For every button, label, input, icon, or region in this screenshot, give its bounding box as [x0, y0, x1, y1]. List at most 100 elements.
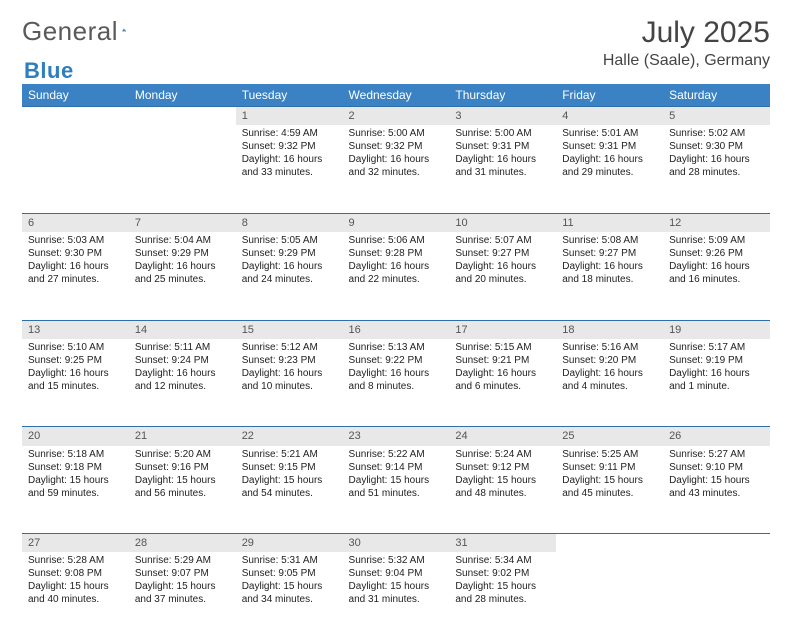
day-body: Sunrise: 5:22 AMSunset: 9:14 PMDaylight:…	[343, 446, 450, 506]
sunset: Sunset: 9:10 PM	[669, 461, 764, 474]
sunrise: Sunrise: 4:59 AM	[242, 127, 337, 140]
calendar-table: SundayMondayTuesdayWednesdayThursdayFrid…	[22, 84, 770, 640]
sunset: Sunset: 9:18 PM	[28, 461, 123, 474]
day-cell: Sunrise: 5:22 AMSunset: 9:14 PMDaylight:…	[343, 446, 450, 534]
sunset: Sunset: 9:19 PM	[669, 354, 764, 367]
day-number: 18	[556, 321, 663, 339]
day-number: 25	[556, 427, 663, 445]
sunset: Sunset: 9:32 PM	[242, 140, 337, 153]
sunset: Sunset: 9:24 PM	[135, 354, 230, 367]
weekday-header: Thursday	[449, 84, 556, 107]
sunrise: Sunrise: 5:07 AM	[455, 234, 550, 247]
sunset: Sunset: 9:23 PM	[242, 354, 337, 367]
day-number-cell: 12	[663, 213, 770, 232]
day-number: 27	[22, 534, 129, 552]
day-cell: Sunrise: 5:32 AMSunset: 9:04 PMDaylight:…	[343, 552, 450, 640]
day-body: Sunrise: 5:06 AMSunset: 9:28 PMDaylight:…	[343, 232, 450, 292]
day-body: Sunrise: 5:34 AMSunset: 9:02 PMDaylight:…	[449, 552, 556, 612]
day-number-cell: 13	[22, 320, 129, 339]
day-number-cell: 27	[22, 534, 129, 553]
day-body: Sunrise: 5:03 AMSunset: 9:30 PMDaylight:…	[22, 232, 129, 292]
day-cell: Sunrise: 5:29 AMSunset: 9:07 PMDaylight:…	[129, 552, 236, 640]
sunrise: Sunrise: 5:15 AM	[455, 341, 550, 354]
day-number-cell: 16	[343, 320, 450, 339]
day-cell: Sunrise: 5:13 AMSunset: 9:22 PMDaylight:…	[343, 339, 450, 427]
daylight: Daylight: 16 hours and 32 minutes.	[349, 153, 444, 179]
daylight: Daylight: 16 hours and 31 minutes.	[455, 153, 550, 179]
daylight: Daylight: 16 hours and 33 minutes.	[242, 153, 337, 179]
daylight: Daylight: 16 hours and 24 minutes.	[242, 260, 337, 286]
day-body: Sunrise: 5:05 AMSunset: 9:29 PMDaylight:…	[236, 232, 343, 292]
sunrise: Sunrise: 5:16 AM	[562, 341, 657, 354]
day-cell: Sunrise: 5:07 AMSunset: 9:27 PMDaylight:…	[449, 232, 556, 320]
sunrise: Sunrise: 5:00 AM	[349, 127, 444, 140]
day-number: 13	[22, 321, 129, 339]
sunset: Sunset: 9:04 PM	[349, 567, 444, 580]
sunset: Sunset: 9:28 PM	[349, 247, 444, 260]
sunrise: Sunrise: 5:01 AM	[562, 127, 657, 140]
brand-name-a: General	[22, 16, 118, 47]
day-body: Sunrise: 5:13 AMSunset: 9:22 PMDaylight:…	[343, 339, 450, 399]
day-body: Sunrise: 5:12 AMSunset: 9:23 PMDaylight:…	[236, 339, 343, 399]
day-number: 16	[343, 321, 450, 339]
day-body: Sunrise: 5:02 AMSunset: 9:30 PMDaylight:…	[663, 125, 770, 185]
day-cell: Sunrise: 5:16 AMSunset: 9:20 PMDaylight:…	[556, 339, 663, 427]
day-cell: Sunrise: 5:05 AMSunset: 9:29 PMDaylight:…	[236, 232, 343, 320]
day-body: Sunrise: 5:25 AMSunset: 9:11 PMDaylight:…	[556, 446, 663, 506]
day-number-cell: 20	[22, 427, 129, 446]
day-number: 9	[343, 214, 450, 232]
day-number: 31	[449, 534, 556, 552]
day-cell: Sunrise: 5:20 AMSunset: 9:16 PMDaylight:…	[129, 446, 236, 534]
sunset: Sunset: 9:14 PM	[349, 461, 444, 474]
empty-cell	[663, 552, 770, 640]
day-cell: Sunrise: 5:15 AMSunset: 9:21 PMDaylight:…	[449, 339, 556, 427]
day-number: 29	[236, 534, 343, 552]
sunrise: Sunrise: 5:28 AM	[28, 554, 123, 567]
day-number: 23	[343, 427, 450, 445]
day-number-cell: 21	[129, 427, 236, 446]
daylight: Daylight: 15 hours and 34 minutes.	[242, 580, 337, 606]
day-body: Sunrise: 5:10 AMSunset: 9:25 PMDaylight:…	[22, 339, 129, 399]
day-number: 5	[663, 107, 770, 125]
daylight: Daylight: 16 hours and 25 minutes.	[135, 260, 230, 286]
day-body: Sunrise: 5:20 AMSunset: 9:16 PMDaylight:…	[129, 446, 236, 506]
daylight: Daylight: 15 hours and 37 minutes.	[135, 580, 230, 606]
day-body: Sunrise: 5:01 AMSunset: 9:31 PMDaylight:…	[556, 125, 663, 185]
day-cell: Sunrise: 5:25 AMSunset: 9:11 PMDaylight:…	[556, 446, 663, 534]
sunset: Sunset: 9:27 PM	[562, 247, 657, 260]
sunset: Sunset: 9:07 PM	[135, 567, 230, 580]
day-number: 8	[236, 214, 343, 232]
daylight: Daylight: 16 hours and 16 minutes.	[669, 260, 764, 286]
day-body: Sunrise: 5:17 AMSunset: 9:19 PMDaylight:…	[663, 339, 770, 399]
day-number-cell: 7	[129, 213, 236, 232]
day-number: 22	[236, 427, 343, 445]
day-number-cell: 17	[449, 320, 556, 339]
day-body: Sunrise: 5:18 AMSunset: 9:18 PMDaylight:…	[22, 446, 129, 506]
weekday-header: Saturday	[663, 84, 770, 107]
empty-cell	[129, 125, 236, 213]
day-body: Sunrise: 5:07 AMSunset: 9:27 PMDaylight:…	[449, 232, 556, 292]
day-body: Sunrise: 5:31 AMSunset: 9:05 PMDaylight:…	[236, 552, 343, 612]
sunrise: Sunrise: 5:02 AM	[669, 127, 764, 140]
day-number-cell: 3	[449, 107, 556, 126]
day-number: 21	[129, 427, 236, 445]
daylight: Daylight: 15 hours and 56 minutes.	[135, 474, 230, 500]
day-cell: Sunrise: 5:21 AMSunset: 9:15 PMDaylight:…	[236, 446, 343, 534]
daylight: Daylight: 15 hours and 59 minutes.	[28, 474, 123, 500]
sunset: Sunset: 9:30 PM	[28, 247, 123, 260]
day-number: 20	[22, 427, 129, 445]
sunrise: Sunrise: 5:08 AM	[562, 234, 657, 247]
sunrise: Sunrise: 5:20 AM	[135, 448, 230, 461]
daylight: Daylight: 15 hours and 48 minutes.	[455, 474, 550, 500]
empty-cell	[129, 107, 236, 126]
day-number: 1	[236, 107, 343, 125]
day-cell: Sunrise: 5:03 AMSunset: 9:30 PMDaylight:…	[22, 232, 129, 320]
daylight: Daylight: 16 hours and 22 minutes.	[349, 260, 444, 286]
sunset: Sunset: 9:05 PM	[242, 567, 337, 580]
sunset: Sunset: 9:31 PM	[562, 140, 657, 153]
sunset: Sunset: 9:08 PM	[28, 567, 123, 580]
daylight: Daylight: 16 hours and 12 minutes.	[135, 367, 230, 393]
day-body: Sunrise: 5:11 AMSunset: 9:24 PMDaylight:…	[129, 339, 236, 399]
daylight: Daylight: 15 hours and 43 minutes.	[669, 474, 764, 500]
weekday-header: Tuesday	[236, 84, 343, 107]
